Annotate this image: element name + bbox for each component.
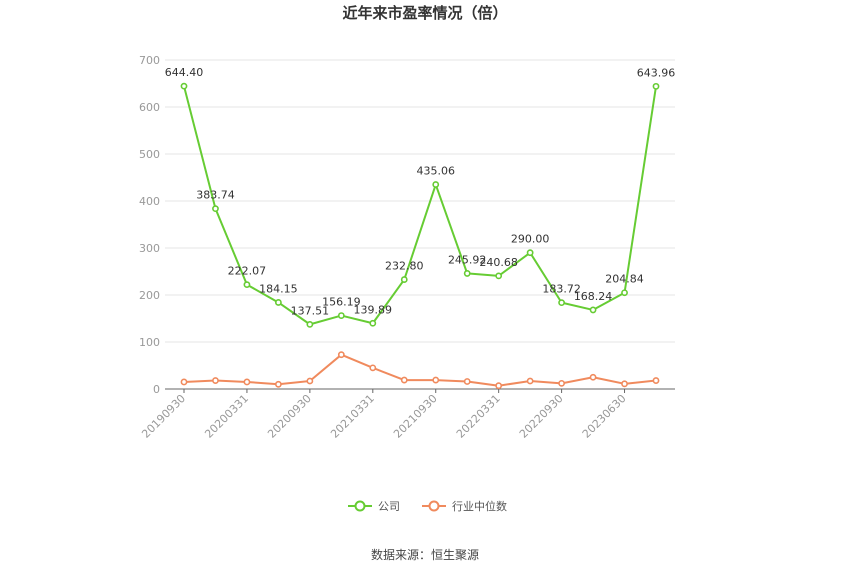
y-tick-label: 600 bbox=[139, 101, 160, 114]
data-point bbox=[180, 82, 188, 90]
data-point bbox=[432, 376, 440, 384]
data-point bbox=[526, 249, 534, 257]
legend-label-0: 公司 bbox=[378, 500, 400, 513]
chart-title: 近年来市盈率情况（倍） bbox=[342, 4, 508, 22]
data-point bbox=[621, 289, 628, 297]
data-point bbox=[432, 181, 440, 188]
y-tick-label: 200 bbox=[139, 289, 160, 302]
data-point bbox=[589, 373, 597, 381]
y-tick-label: 0 bbox=[153, 383, 160, 396]
x-tick-label: 20190930 bbox=[139, 392, 188, 441]
data-label: 183.72 bbox=[542, 283, 581, 296]
data-point bbox=[306, 320, 314, 328]
data-point bbox=[212, 377, 219, 384]
data-point bbox=[558, 379, 565, 387]
y-tick-label: 500 bbox=[139, 148, 160, 161]
x-tick-label: 20210930 bbox=[391, 392, 440, 441]
data-point bbox=[400, 276, 408, 283]
data-label: 644.40 bbox=[165, 66, 204, 79]
data-label: 232.80 bbox=[385, 260, 424, 273]
axis-layer: 0 100 200 300 400 500 600 700 20190930 20200331 20… bbox=[139, 54, 675, 441]
series-layer bbox=[180, 82, 660, 390]
legend: 公司 行业中位数 bbox=[348, 499, 507, 513]
data-label: 222.07 bbox=[228, 265, 267, 278]
x-tick-label: 20210331 bbox=[328, 392, 377, 441]
data-point bbox=[306, 377, 314, 385]
data-point bbox=[463, 270, 471, 277]
data-label: 290.00 bbox=[511, 233, 550, 246]
data-label: 435.06 bbox=[416, 165, 455, 178]
data-point bbox=[274, 299, 282, 306]
data-label: 139.89 bbox=[354, 303, 393, 316]
data-point bbox=[243, 281, 251, 289]
data-label: 204.84 bbox=[605, 273, 644, 286]
data-point bbox=[652, 82, 660, 90]
legend-marker-0 bbox=[354, 500, 366, 512]
data-label: 643.96 bbox=[637, 66, 676, 79]
data-point bbox=[652, 377, 660, 384]
data-point bbox=[621, 380, 628, 388]
data-label: 156.19 bbox=[322, 296, 361, 309]
data-point bbox=[495, 382, 503, 390]
y-tick-label: 100 bbox=[139, 336, 160, 349]
grid-layer bbox=[165, 59, 675, 343]
chart-source: 数据来源：恒生聚源 bbox=[370, 548, 479, 562]
x-tick-label: 20220930 bbox=[517, 392, 566, 441]
data-label: 383.74 bbox=[196, 189, 235, 202]
data-point bbox=[274, 380, 282, 388]
data-point bbox=[369, 319, 377, 327]
data-point bbox=[212, 205, 219, 213]
data-point bbox=[526, 377, 534, 385]
legend-marker-1 bbox=[428, 500, 440, 512]
y-tick-label: 400 bbox=[139, 195, 160, 208]
data-label: 240.68 bbox=[479, 256, 518, 269]
data-point bbox=[558, 299, 565, 307]
x-tick-label: 20230630 bbox=[580, 392, 629, 441]
data-label: 184.15 bbox=[259, 282, 298, 295]
x-tick-label: 20200930 bbox=[265, 392, 314, 441]
data-point bbox=[337, 351, 345, 359]
data-label: 168.24 bbox=[574, 290, 613, 303]
y-tick-label: 700 bbox=[139, 54, 160, 67]
data-label: 137.51 bbox=[291, 304, 330, 317]
data-point bbox=[337, 312, 345, 319]
x-tick-label: 20220331 bbox=[454, 392, 503, 441]
x-tick-label: 20200331 bbox=[202, 392, 251, 441]
data-point bbox=[463, 378, 471, 385]
series-line-0 bbox=[183, 85, 657, 326]
data-point bbox=[180, 378, 188, 386]
y-tick-label: 300 bbox=[139, 242, 160, 255]
legend-label-1: 行业中位数 bbox=[452, 499, 507, 513]
data-point bbox=[589, 306, 597, 314]
label-layer: 644.40 383.74 222.07 184.15 137.51156.19139.… bbox=[165, 66, 676, 317]
data-label: 245.92 bbox=[448, 253, 487, 266]
data-point bbox=[495, 272, 503, 280]
data-point bbox=[369, 364, 377, 372]
data-point bbox=[400, 376, 408, 384]
series-line-1 bbox=[183, 353, 657, 387]
data-point bbox=[243, 378, 251, 386]
